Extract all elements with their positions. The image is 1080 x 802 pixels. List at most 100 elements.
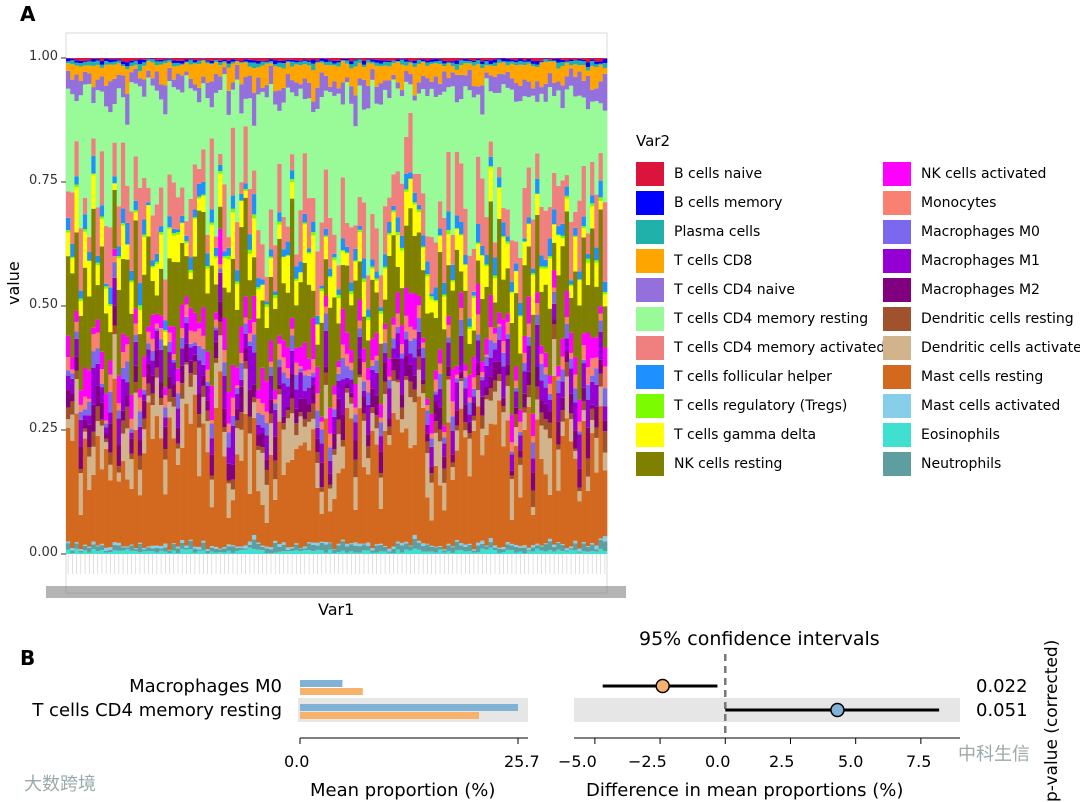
stack-segment: [450, 62, 456, 67]
stack-segment: [277, 394, 282, 422]
stack-segment: [484, 546, 489, 550]
stack-segment: [302, 418, 308, 427]
stack-segment: [120, 420, 126, 434]
stack-segment: [235, 79, 240, 223]
stack-segment: [501, 236, 506, 238]
stack-segment: [108, 62, 113, 65]
stack-segment: [344, 552, 350, 554]
stack-segment: [357, 299, 363, 321]
stack-segment: [416, 64, 422, 83]
stack-segment: [243, 347, 249, 362]
stack-segment: [577, 58, 582, 59]
stack-segment: [209, 81, 215, 108]
stack-segment: [205, 385, 211, 401]
stack-segment: [146, 326, 151, 332]
stack-segment: [556, 58, 561, 59]
stack-segment: [116, 418, 122, 446]
stack-segment: [467, 476, 473, 544]
stack-segment: [395, 235, 401, 267]
stack-segment: [560, 108, 566, 181]
stack-segment: [543, 419, 549, 430]
stack-segment: [395, 58, 401, 60]
stack-segment: [82, 428, 88, 432]
stack-segment: [247, 541, 253, 545]
stack-segment: [192, 548, 198, 553]
stack-segment: [268, 83, 274, 210]
stack-segment: [201, 364, 206, 376]
stack-segment: [306, 284, 312, 359]
stack-segment: [239, 61, 244, 63]
stack-segment: [226, 544, 232, 547]
stack-segment: [530, 547, 536, 552]
stack-segment: [539, 60, 544, 62]
stack-segment: [158, 59, 164, 62]
legend-label: T cells regulatory (Tregs): [674, 398, 848, 414]
stack-segment: [290, 413, 295, 460]
stack-segment: [277, 384, 282, 390]
stack-segment: [260, 550, 265, 554]
stack-segment: [387, 418, 392, 427]
stack-segment: [442, 329, 447, 426]
stack-segment: [454, 74, 460, 103]
stack-segment: [467, 544, 473, 552]
stack-segment: [285, 386, 291, 407]
stack-segment: [336, 66, 342, 89]
stack-segment: [171, 182, 177, 229]
stack-segment: [222, 62, 227, 68]
stack-segment: [150, 85, 156, 216]
stack-segment: [323, 75, 329, 91]
stack-segment: [142, 177, 147, 220]
stack-segment: [226, 61, 232, 64]
stack-segment: [146, 61, 151, 71]
stack-segment: [480, 372, 485, 377]
stack-segment: [497, 177, 502, 188]
stack-segment: [332, 81, 337, 96]
stack-segment: [488, 423, 494, 539]
stack-segment: [82, 367, 88, 397]
stack-segment: [421, 270, 426, 338]
stack-segment: [129, 545, 134, 551]
stack-segment: [154, 367, 160, 378]
stack-segment: [311, 58, 316, 60]
stack-segment: [361, 550, 367, 554]
x-axis-label: Var1: [318, 600, 355, 619]
stack-segment: [171, 543, 177, 551]
stack-segment: [125, 549, 130, 554]
stack-segment: [311, 197, 316, 222]
stack-segment: [399, 344, 405, 354]
stack-segment: [154, 58, 160, 61]
stack-segment: [298, 551, 303, 554]
stack-segment: [218, 60, 223, 63]
stack-segment: [361, 362, 367, 382]
stack-segment: [285, 255, 291, 293]
stack-segment: [133, 212, 139, 221]
stack-segment: [463, 60, 468, 64]
stack-segment: [108, 391, 113, 413]
stack-segment: [82, 431, 88, 439]
stack-segment: [378, 58, 384, 61]
stack-segment: [412, 58, 418, 61]
stack-segment: [319, 62, 325, 73]
stack-segment: [120, 547, 126, 551]
legend-label: B cells naive: [674, 166, 763, 182]
stack-segment: [497, 548, 502, 553]
stack-segment: [366, 62, 371, 86]
stack-segment: [328, 307, 333, 408]
stack-segment: [82, 214, 88, 229]
stack-segment: [230, 552, 236, 554]
ci-x-tick-0: −5.0: [558, 752, 597, 771]
stack-segment: [184, 71, 189, 76]
stack-segment: [306, 543, 312, 551]
stack-segment: [277, 110, 282, 164]
stack-segment: [564, 361, 570, 377]
stack-segment: [205, 234, 211, 254]
stack-segment: [251, 539, 257, 550]
stack-segment: [239, 386, 244, 413]
stack-segment: [120, 64, 126, 67]
stack-segment: [319, 550, 325, 554]
stack-segment: [323, 58, 329, 63]
stack-segment: [573, 60, 578, 65]
stack-segment: [239, 429, 244, 461]
stack-segment: [298, 412, 303, 417]
stack-segment: [95, 546, 101, 552]
